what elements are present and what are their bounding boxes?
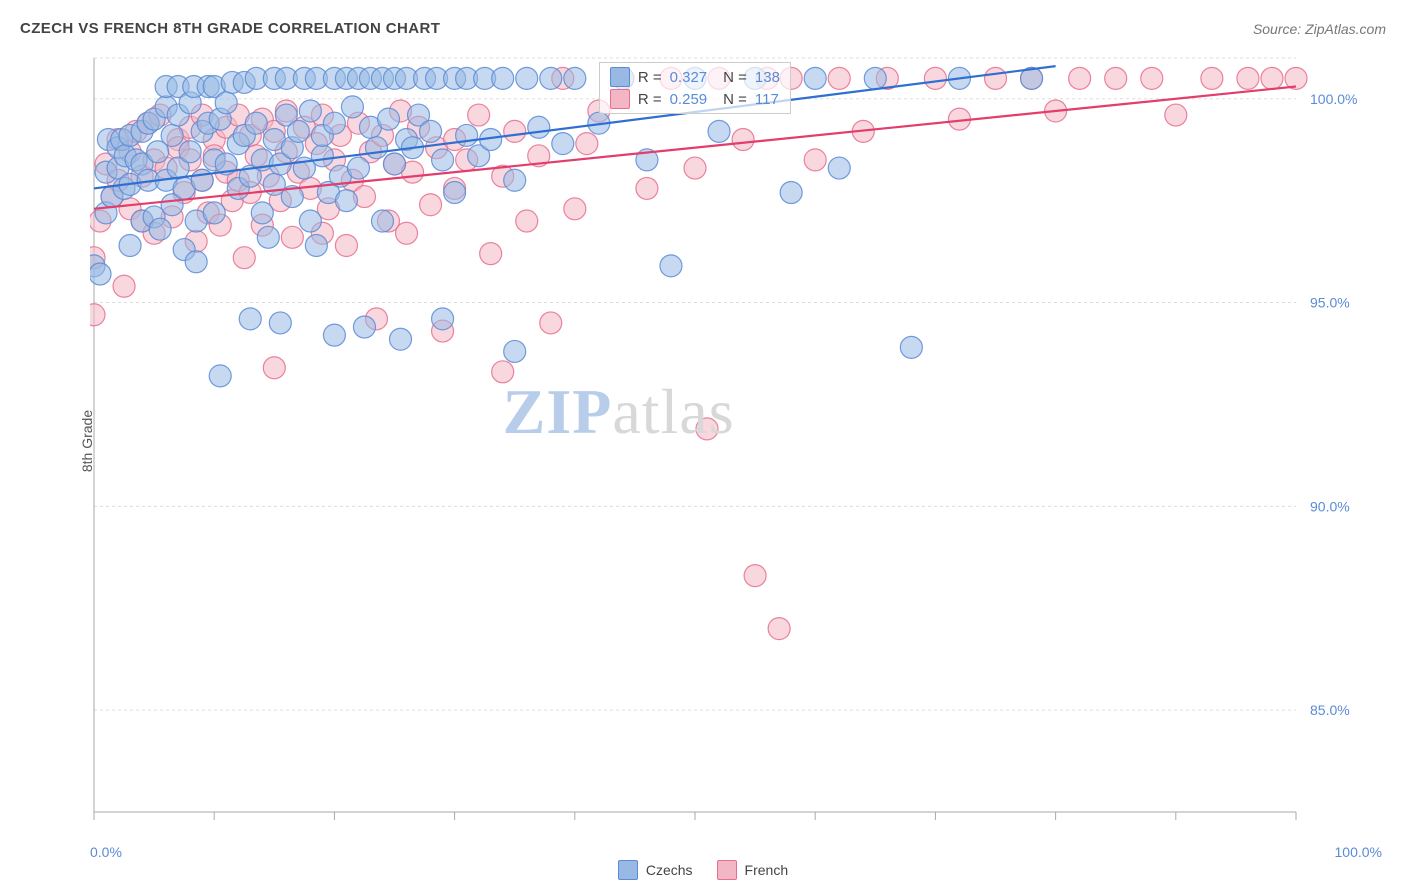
plot-area: 8th Grade 85.0%90.0%95.0%100.0% ZIPatlas… [50,50,1386,832]
legend-item-czech: Czechs [618,860,693,880]
square-icon [610,67,630,87]
stats-row-french: R = 0.259 N = 117 [610,89,780,109]
n-label: N = [723,69,747,86]
chart-title: CZECH VS FRENCH 8TH GRADE CORRELATION CH… [20,20,440,37]
svg-text:100.0%: 100.0% [1310,91,1357,107]
series-legend: Czechs French [0,860,1406,880]
chart-header: CZECH VS FRENCH 8TH GRADE CORRELATION CH… [20,20,1386,37]
square-icon [618,860,638,880]
n-value-czech: 138 [755,69,780,86]
square-icon [717,860,737,880]
svg-text:95.0%: 95.0% [1310,295,1350,311]
stats-legend: R = 0.327 N = 138 R = 0.259 N = 117 [599,62,791,114]
chart-source: Source: ZipAtlas.com [1253,21,1386,37]
n-label: N = [723,91,747,108]
square-icon [610,89,630,109]
n-value-french: 117 [755,91,779,108]
x-axis-min-label: 0.0% [90,844,122,860]
legend-label-czech: Czechs [646,862,693,878]
r-label: R = [638,69,662,86]
r-value-french: 0.259 [670,91,708,108]
svg-text:90.0%: 90.0% [1310,498,1350,514]
r-label: R = [638,91,662,108]
scatter-chart: 85.0% 90.0% 95.0% 100.0% [90,50,1386,832]
legend-label-french: French [745,862,789,878]
r-value-czech: 0.327 [670,69,708,86]
x-axis-max-label: 100.0% [1335,844,1382,860]
stats-row-czech: R = 0.327 N = 138 [610,67,780,87]
legend-item-french: French [717,860,789,880]
svg-text:85.0%: 85.0% [1310,702,1350,718]
